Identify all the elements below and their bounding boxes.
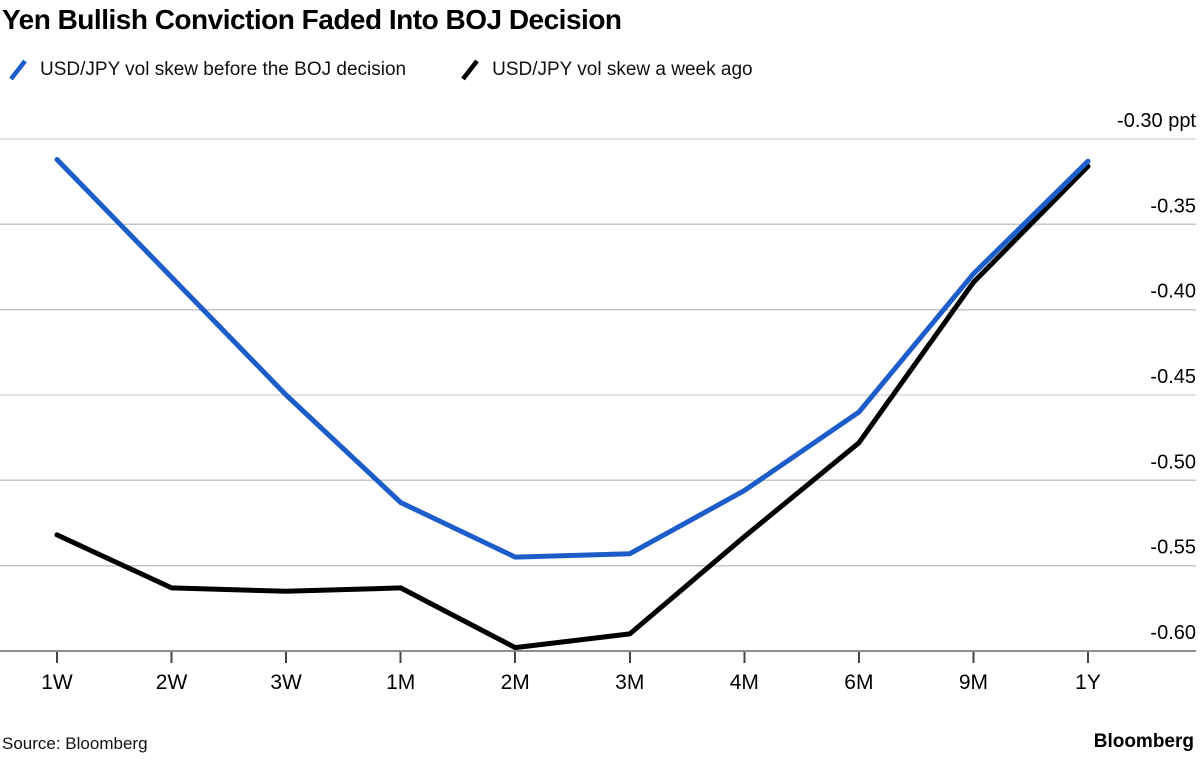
source-attribution: Source: Bloomberg xyxy=(2,734,148,753)
legend-item-week-ago: USD/JPY vol skew a week ago xyxy=(458,57,753,83)
y-tick-label: -0.30 ppt xyxy=(1117,110,1196,132)
series-line xyxy=(54,163,1091,651)
legend-label-week-ago: USD/JPY vol skew a week ago xyxy=(492,59,753,80)
y-tick-label: -0.50 xyxy=(1150,451,1196,473)
x-tick-label: 2M xyxy=(501,671,530,694)
x-tick-label: 2W xyxy=(156,671,188,694)
x-tick-label: 1Y xyxy=(1075,671,1101,694)
x-tick-label: 3W xyxy=(270,671,302,694)
x-tick-label: 3M xyxy=(615,671,644,694)
black-line-swatch-icon xyxy=(461,59,479,81)
series-line xyxy=(54,157,1091,560)
legend-item-before-decision: USD/JPY vol skew before the BOJ decision xyxy=(6,57,406,83)
x-tick-label: 1M xyxy=(386,671,415,694)
legend-label-before-decision: USD/JPY vol skew before the BOJ decision xyxy=(40,59,407,80)
y-tick-label: -0.55 xyxy=(1150,537,1196,559)
chart-title: Yen Bullish Conviction Faded Into BOJ De… xyxy=(2,4,622,35)
legend: USD/JPY vol skew before the BOJ decision… xyxy=(6,57,753,83)
y-tick-label: -0.40 xyxy=(1150,281,1196,303)
x-tick-label: 9M xyxy=(959,671,988,694)
y-tick-label: -0.35 xyxy=(1150,195,1196,217)
y-tick-label: -0.60 xyxy=(1150,622,1196,644)
x-tick-label: 4M xyxy=(730,671,759,694)
x-tick-label: 1W xyxy=(41,671,73,694)
y-tick-label: -0.45 xyxy=(1150,366,1196,388)
blue-line-swatch-icon xyxy=(9,59,27,81)
x-tick-label: 6M xyxy=(844,671,873,694)
bloomberg-logo: Bloomberg xyxy=(1093,731,1194,752)
